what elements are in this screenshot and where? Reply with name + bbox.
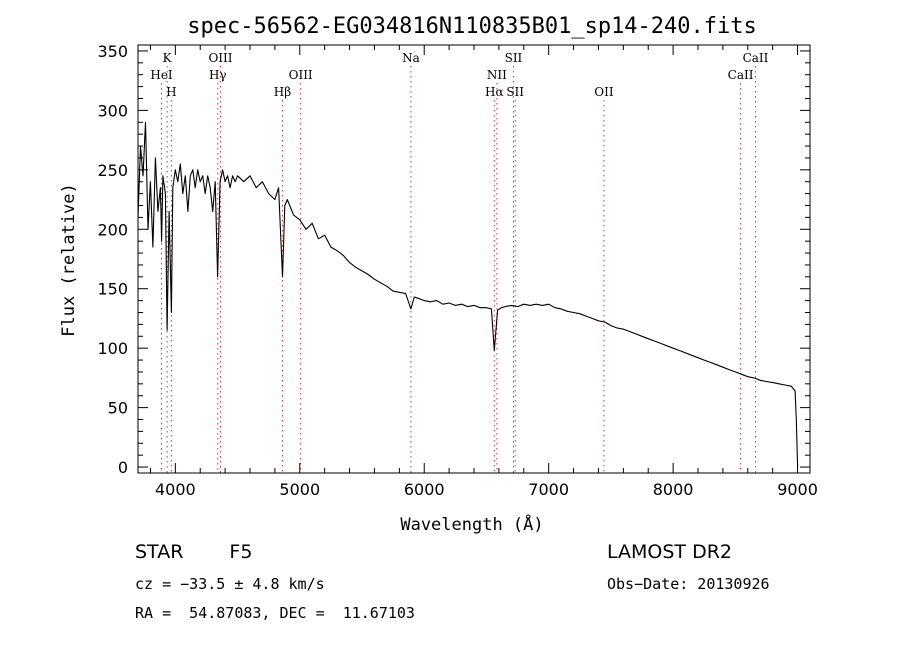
- marker-label: SII: [505, 51, 523, 65]
- x-tick-label: 6000: [404, 480, 445, 499]
- object-subclass: F5: [229, 541, 253, 563]
- marker-label: Hα: [485, 85, 504, 99]
- spectrum-line: [137, 121, 799, 468]
- survey-name: LAMOST DR2: [607, 541, 732, 563]
- marker-label: OIII: [289, 68, 313, 82]
- y-tick-label: 350: [97, 42, 128, 61]
- y-tick-label: 300: [97, 101, 128, 120]
- spectrum-plot: spec-56562-EG034816N110835B01_sp14-240.f…: [59, 14, 818, 535]
- x-tick-label: 7000: [528, 480, 569, 499]
- marker-label: OII: [594, 85, 614, 99]
- x-tick-label: 9000: [777, 480, 818, 499]
- marker-label: NII: [487, 68, 507, 82]
- marker-label: Hγ: [209, 68, 227, 82]
- marker-label: Hβ: [274, 85, 291, 99]
- marker-label: CaII: [743, 51, 769, 65]
- axes: 4000 5000 6000 7000 8000 9000 0 50 100 150 200 250 3…: [97, 42, 817, 499]
- y-tick-label: 250: [97, 161, 128, 180]
- marker-label: SII: [506, 85, 524, 99]
- object-type: STAR: [135, 541, 184, 563]
- marker-label: H: [166, 85, 176, 99]
- sky-coordinates: RA = 54.87083, DEC = 11.67103: [135, 604, 415, 622]
- x-tick-label: 5000: [279, 480, 320, 499]
- redshift-value: cz = −33.5 ± 4.8 km/s: [135, 575, 325, 593]
- object-class: STAR F5: [135, 541, 252, 563]
- marker-label: Na: [402, 51, 420, 65]
- y-tick-label: 200: [97, 220, 128, 239]
- marker-label: CaII: [728, 68, 754, 82]
- y-axis-label: Flux (relative): [59, 183, 79, 337]
- observation-date: Obs−Date: 20130926: [607, 575, 770, 593]
- plot-frame: [137, 44, 811, 474]
- x-axis-label: Wavelength (Å): [400, 513, 543, 535]
- chart-title: spec-56562-EG034816N110835B01_sp14-240.f…: [187, 14, 757, 39]
- x-tick-label: 4000: [155, 480, 196, 499]
- y-tick-label: 0: [118, 458, 128, 477]
- spectrum-series: [137, 121, 799, 468]
- x-tick-label: 8000: [653, 480, 694, 499]
- marker-label: OIII: [208, 51, 232, 65]
- marker-label: HeI: [150, 68, 173, 82]
- marker-label: K: [163, 51, 173, 65]
- y-tick-label: 150: [97, 280, 128, 299]
- y-tick-label: 100: [97, 339, 128, 358]
- y-tick-label: 50: [108, 399, 128, 418]
